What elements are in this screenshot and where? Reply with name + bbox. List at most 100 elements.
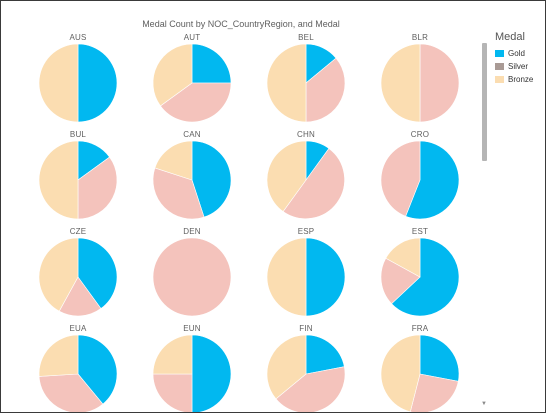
pie-slice-gold[interactable] [305, 334, 345, 375]
pie-slice-silver[interactable] [77, 156, 118, 220]
pie-slice-bronze[interactable] [266, 237, 307, 317]
pie-slice-gold[interactable] [419, 334, 460, 382]
pie-slice-silver[interactable] [409, 373, 459, 412]
scrollbar-thumb[interactable] [482, 43, 487, 161]
pie-chart[interactable] [151, 42, 233, 124]
pie-slice-silver[interactable] [160, 82, 232, 123]
pie-chart[interactable] [265, 333, 347, 412]
pie-cell-blr[interactable]: BLR [363, 32, 477, 129]
pie-cell-cze[interactable]: CZE [21, 226, 135, 323]
pie-slice-gold[interactable] [305, 237, 346, 317]
pie-slice-bronze[interactable] [380, 43, 421, 123]
pie-cell-eua[interactable]: EUA [21, 323, 135, 412]
pie-cell-aus[interactable]: AUS [21, 32, 135, 129]
legend-swatch-silver [495, 62, 504, 70]
pie-slice-silver[interactable] [38, 373, 104, 412]
pie-cell-esp[interactable]: ESP [249, 226, 363, 323]
pie-label: CHN [297, 130, 315, 139]
legend-item-bronze[interactable]: Bronze [495, 73, 545, 85]
pie-label: DEN [183, 227, 201, 236]
legend-swatch-gold [495, 49, 504, 57]
pie-slice-bronze[interactable] [38, 43, 79, 123]
pie-cell-bel[interactable]: BEL [249, 32, 363, 129]
small-multiples-grid[interactable]: AUS AUT BEL BLR BUL CAN CHN CRO CZE DEN ESP EST EUA E… [21, 32, 477, 412]
pie-slice-silver[interactable] [152, 237, 232, 317]
chart-title: Medal Count by NOC_CountryRegion, and Me… [142, 19, 340, 29]
pie-label: BUL [69, 130, 87, 139]
pie-chart[interactable] [379, 236, 461, 318]
pie-slice-bronze[interactable] [154, 140, 193, 181]
pie-label: FRA [411, 324, 429, 333]
legend-label: Bronze [508, 74, 534, 84]
pie-chart[interactable] [379, 42, 461, 124]
legend-title: Medal [495, 31, 525, 43]
pie-cell-can[interactable]: CAN [135, 129, 249, 226]
pie-slice-gold[interactable] [405, 140, 460, 220]
pie-cell-chn[interactable]: CHN [249, 129, 363, 226]
pie-label: AUS [69, 33, 87, 42]
pie-cell-fra[interactable]: FRA [363, 323, 477, 412]
pie-slice-silver[interactable] [152, 167, 205, 220]
pie-slice-bronze[interactable] [38, 237, 79, 312]
pie-slice-bronze[interactable] [380, 334, 421, 412]
pie-label: AUT [183, 33, 201, 42]
legend-item-silver[interactable]: Silver [495, 60, 545, 72]
pie-slice-gold[interactable] [77, 334, 118, 405]
pie-chart[interactable] [151, 333, 233, 412]
pie-slice-bronze[interactable] [38, 334, 79, 377]
pie-label: BLR [411, 33, 429, 42]
legend-label: Silver [508, 61, 529, 71]
pie-cell-den[interactable]: DEN [135, 226, 249, 323]
pie-chart[interactable] [265, 42, 347, 124]
pie-slice-bronze[interactable] [152, 43, 193, 107]
pie-chart[interactable] [265, 236, 347, 318]
pie-label: EUA [69, 324, 87, 333]
pie-slice-gold[interactable] [77, 237, 118, 309]
pie-slice-bronze[interactable] [152, 334, 193, 375]
pie-slice-bronze[interactable] [266, 43, 307, 123]
pie-cell-cro[interactable]: CRO [363, 129, 477, 226]
pie-slice-silver[interactable] [282, 148, 345, 219]
pie-chart[interactable] [151, 139, 233, 221]
pie-slice-gold[interactable] [391, 237, 460, 317]
pie-slice-silver[interactable] [305, 57, 346, 123]
pie-cell-est[interactable]: EST [363, 226, 477, 323]
pie-slice-bronze[interactable] [38, 140, 79, 220]
legend-item-gold[interactable]: Gold [495, 47, 545, 59]
pie-chart[interactable] [37, 139, 119, 221]
pie-chart[interactable] [379, 139, 461, 221]
pie-cell-eun[interactable]: EUN [135, 323, 249, 412]
pie-slice-gold[interactable] [77, 43, 118, 123]
pie-slice-silver[interactable] [380, 140, 421, 217]
pie-label: BEL [298, 33, 314, 42]
pie-chart[interactable] [151, 236, 233, 318]
pie-slice-silver[interactable] [419, 43, 460, 123]
scroll-down-arrow-icon[interactable]: ▼ [481, 401, 487, 407]
pie-chart[interactable] [37, 333, 119, 412]
legend-label: Gold [508, 48, 525, 58]
pie-slice-gold[interactable] [191, 334, 232, 412]
pie-label: EUN [183, 324, 201, 333]
pie-slice-silver[interactable] [275, 366, 346, 412]
pie-label: FIN [299, 324, 313, 333]
pie-slice-silver[interactable] [58, 276, 102, 317]
pie-label: CAN [183, 130, 201, 139]
pie-cell-fin[interactable]: FIN [249, 323, 363, 412]
pie-chart[interactable] [379, 333, 461, 412]
legend-swatch-bronze [495, 75, 504, 83]
pie-chart[interactable] [37, 236, 119, 318]
pie-cell-aut[interactable]: AUT [135, 32, 249, 129]
vertical-scrollbar[interactable] [479, 41, 487, 411]
pie-slice-bronze[interactable] [266, 140, 307, 212]
pie-slice-bronze[interactable] [385, 237, 421, 278]
pie-chart[interactable] [265, 139, 347, 221]
pie-slice-bronze[interactable] [266, 334, 307, 400]
pie-cell-bul[interactable]: BUL [21, 129, 135, 226]
pie-chart[interactable] [37, 42, 119, 124]
pie-label: ESP [297, 227, 315, 236]
pie-slice-gold[interactable] [191, 140, 232, 218]
pie-slice-silver[interactable] [152, 373, 193, 412]
pie-slice-silver[interactable] [380, 257, 421, 305]
pie-slice-gold[interactable] [191, 43, 232, 84]
